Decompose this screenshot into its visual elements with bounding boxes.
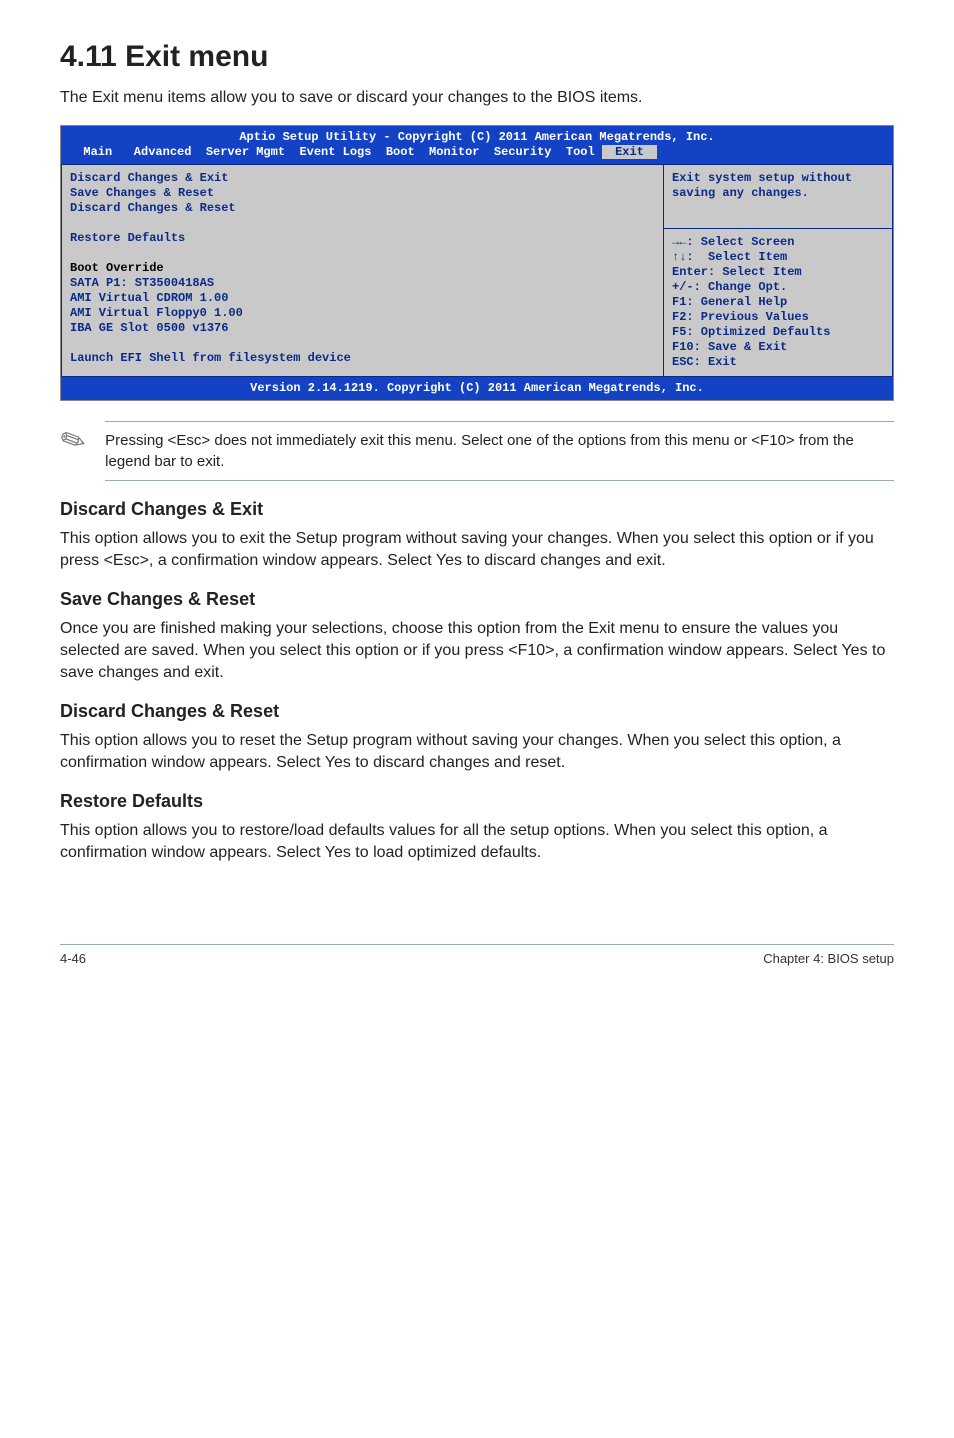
bios-boot-item[interactable]: IBA GE Slot 0500 v1376: [70, 321, 655, 336]
bios-legend-line: +/-: Change Opt.: [672, 280, 884, 295]
subhead-discard-exit: Discard Changes & Exit: [60, 499, 894, 520]
bios-key-legend: →←: Select Screen ↑↓: Select Item Enter:…: [663, 228, 893, 377]
bios-legend-line: Enter: Select Item: [672, 265, 884, 280]
bios-tab-exit[interactable]: Exit: [602, 145, 657, 159]
bios-tabs-inactive: Main Advanced Server Mgmt Event Logs Boo…: [69, 145, 602, 159]
section-intro: The Exit menu items allow you to save or…: [60, 88, 894, 109]
subhead-restore-defaults: Restore Defaults: [60, 791, 894, 812]
bios-help-line: Exit system setup without: [672, 171, 884, 186]
body-restore-defaults: This option allows you to restore/load d…: [60, 820, 894, 865]
bios-screenshot: Aptio Setup Utility - Copyright (C) 2011…: [60, 125, 894, 401]
bios-help-line: saving any changes.: [672, 186, 884, 201]
bios-launch-shell[interactable]: Launch EFI Shell from filesystem device: [70, 351, 655, 366]
body-save-reset: Once you are finished making your select…: [60, 618, 894, 685]
bios-legend-line: ESC: Exit: [672, 355, 884, 370]
bios-legend-line: →←: Select Screen: [672, 235, 884, 250]
note-box: ✎ Pressing <Esc> does not immediately ex…: [60, 421, 894, 481]
bios-legend-line: ↑↓: Select Item: [672, 250, 884, 265]
note-text: Pressing <Esc> does not immediately exit…: [105, 421, 894, 481]
bios-legend-line: F2: Previous Values: [672, 310, 884, 325]
body-discard-exit: This option allows you to exit the Setup…: [60, 528, 894, 573]
footer-page-number: 4-46: [60, 951, 86, 966]
bios-item-restore-defaults[interactable]: Restore Defaults: [70, 231, 655, 246]
bios-item-save-reset[interactable]: Save Changes & Reset: [70, 186, 655, 201]
bios-boot-item[interactable]: SATA P1: ST3500418AS: [70, 276, 655, 291]
pencil-icon: ✎: [54, 417, 92, 460]
bios-right-panel: Exit system setup without saving any cha…: [663, 164, 893, 377]
bios-legend-line: F5: Optimized Defaults: [672, 325, 884, 340]
bios-item-discard-exit[interactable]: Discard Changes & Exit: [70, 171, 655, 186]
footer-chapter: Chapter 4: BIOS setup: [763, 951, 894, 966]
body-discard-reset: This option allows you to reset the Setu…: [60, 730, 894, 775]
subhead-save-reset: Save Changes & Reset: [60, 589, 894, 610]
bios-body: Discard Changes & Exit Save Changes & Re…: [61, 164, 893, 377]
bios-left-panel: Discard Changes & Exit Save Changes & Re…: [61, 164, 663, 377]
bios-header: Aptio Setup Utility - Copyright (C) 2011…: [61, 126, 893, 164]
bios-boot-item[interactable]: AMI Virtual Floppy0 1.00: [70, 306, 655, 321]
bios-boot-override-header: Boot Override: [70, 261, 655, 276]
bios-legend-line: F1: General Help: [672, 295, 884, 310]
bios-footer: Version 2.14.1219. Copyright (C) 2011 Am…: [61, 377, 893, 400]
page-footer: 4-46 Chapter 4: BIOS setup: [60, 944, 894, 966]
bios-title: Aptio Setup Utility - Copyright (C) 2011…: [69, 130, 885, 145]
bios-help-desc: Exit system setup without saving any cha…: [663, 164, 893, 228]
bios-boot-item[interactable]: AMI Virtual CDROM 1.00: [70, 291, 655, 306]
section-title: 4.11 Exit menu: [60, 40, 894, 74]
bios-tab-bar: Main Advanced Server Mgmt Event Logs Boo…: [69, 145, 885, 160]
bios-item-discard-reset[interactable]: Discard Changes & Reset: [70, 201, 655, 216]
bios-legend-line: F10: Save & Exit: [672, 340, 884, 355]
subhead-discard-reset: Discard Changes & Reset: [60, 701, 894, 722]
